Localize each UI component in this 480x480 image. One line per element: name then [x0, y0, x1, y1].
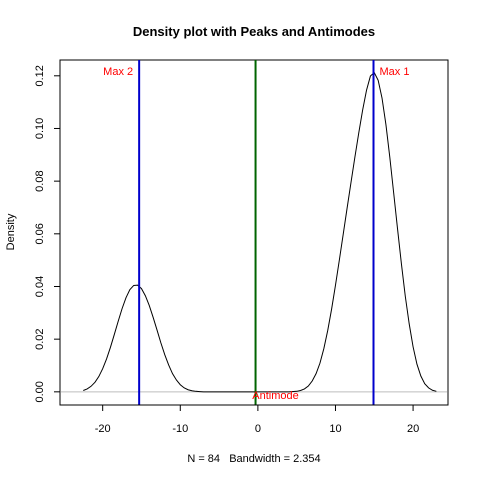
x-tick-label: -20 [95, 423, 111, 435]
x-axis-label: N = 84 Bandwidth = 2.354 [187, 453, 320, 465]
plot-frame [59, 59, 449, 406]
x-tick-label: 0 [255, 423, 261, 435]
y-axis: 0.00 0.02 0.04 0.06 0.08 0.10 0.12 [34, 65, 61, 403]
y-tick-label: 0.02 [34, 328, 46, 349]
marker-label-0: Max 2 [103, 66, 133, 78]
y-tick-label: 0.04 [34, 276, 46, 297]
y-tick-label: 0.12 [34, 65, 46, 86]
density-curve-0 [83, 71, 437, 393]
x-tick-label: -10 [172, 423, 188, 435]
y-tick-label: 0.00 [34, 381, 46, 402]
marker-label-1: Max 1 [380, 66, 410, 78]
marker-label-2: Antimode [252, 390, 298, 402]
chart-title: Density plot with Peaks and Antimodes [133, 24, 375, 39]
x-tick-label: 10 [329, 423, 341, 435]
x-axis: -20 -10 0 10 20 [95, 404, 419, 435]
y-tick-label: 0.10 [34, 118, 46, 139]
y-axis-label: Density [5, 213, 17, 250]
x-tick-label: 20 [407, 423, 419, 435]
y-tick-label: 0.06 [34, 223, 46, 244]
plot-layer: Max 2 Max 1 Antimode [61, 60, 447, 405]
y-tick-label: 0.08 [34, 170, 46, 191]
